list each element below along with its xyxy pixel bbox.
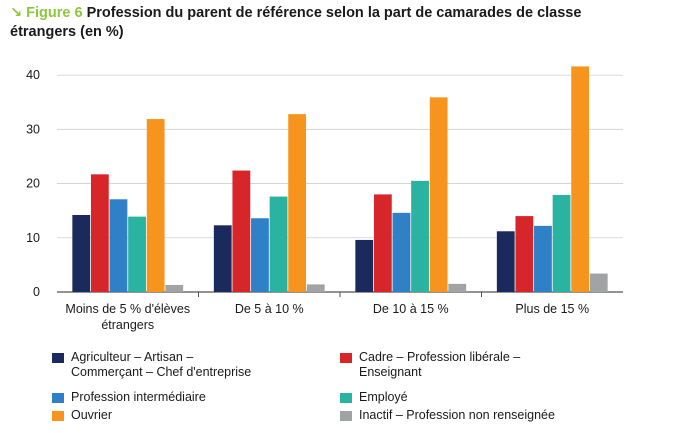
bar xyxy=(496,231,515,292)
bar xyxy=(232,170,251,292)
bar xyxy=(355,239,374,292)
legend-swatch xyxy=(340,353,352,363)
legend-label: Profession intermédiaire xyxy=(71,390,206,404)
bar xyxy=(411,180,429,292)
x-tick-label: Plus de 15 % xyxy=(515,302,589,316)
legend-item: Employé xyxy=(340,390,408,405)
chart-title: ↘ Figure 6 Profession du parent de référe… xyxy=(10,4,650,42)
legend-label: Agriculteur – Artisan – Commerçant – Che… xyxy=(71,350,252,379)
y-tick-label: 40 xyxy=(26,68,40,82)
figure-label: Figure 6 xyxy=(26,5,83,21)
bar xyxy=(448,283,467,292)
bar xyxy=(109,199,128,292)
bar xyxy=(165,284,184,292)
bar xyxy=(288,114,307,292)
bar xyxy=(392,212,411,292)
title-text: Profession du parent de référence selon … xyxy=(10,5,582,40)
bar xyxy=(72,215,91,292)
legend-swatch xyxy=(52,353,64,363)
arrow-icon: ↘ xyxy=(10,5,23,21)
legend-swatch xyxy=(52,393,64,403)
bar xyxy=(251,218,269,292)
bar xyxy=(589,273,608,292)
bar xyxy=(306,284,325,292)
bar xyxy=(213,225,232,292)
legend-item: Inactif – Profession non renseignée xyxy=(340,408,555,423)
bar xyxy=(552,194,571,292)
legend-label: Inactif – Profession non renseignée xyxy=(359,408,555,422)
bar xyxy=(373,194,392,292)
legend-label: Employé xyxy=(359,390,408,404)
y-tick-label: 10 xyxy=(26,231,40,245)
y-tick-label: 20 xyxy=(26,177,40,191)
bar xyxy=(269,196,288,292)
legend-swatch xyxy=(52,411,64,421)
bars xyxy=(72,66,608,293)
x-tick-label: De 5 à 10 % xyxy=(235,302,304,316)
legend-label: Cadre – Profession libérale – Enseignant xyxy=(359,350,521,379)
x-tick-labels: Moins de 5 % d'élèves étrangers De 5 à 10 … xyxy=(65,302,589,332)
bar xyxy=(128,216,146,292)
bar xyxy=(571,66,590,293)
legend-swatch xyxy=(340,393,352,403)
y-tick-labels: 0 10 20 30 40 xyxy=(26,68,40,299)
bar-chart: 0 10 20 30 40 Moins de 5 % d'élèves étrangers… xyxy=(26,66,623,332)
legend-swatch xyxy=(340,411,352,421)
x-tick-label: De 10 à 15 % xyxy=(373,302,449,316)
bar xyxy=(429,97,448,292)
y-tick-label: 30 xyxy=(26,122,40,136)
bar xyxy=(146,119,165,292)
y-tick-label: 0 xyxy=(33,285,40,299)
legend-item: Cadre – Profession libérale – Enseignant xyxy=(340,350,520,380)
bar xyxy=(515,216,534,292)
legend-item: Ouvrier xyxy=(52,408,112,423)
legend-label: Ouvrier xyxy=(71,408,112,422)
legend-item: Profession intermédiaire xyxy=(52,390,206,405)
bar xyxy=(534,225,552,292)
bar xyxy=(90,174,109,292)
x-tick-label: Moins de 5 % d'élèves étrangers xyxy=(65,302,190,332)
legend-item: Agriculteur – Artisan – Commerçant – Che… xyxy=(52,350,251,380)
